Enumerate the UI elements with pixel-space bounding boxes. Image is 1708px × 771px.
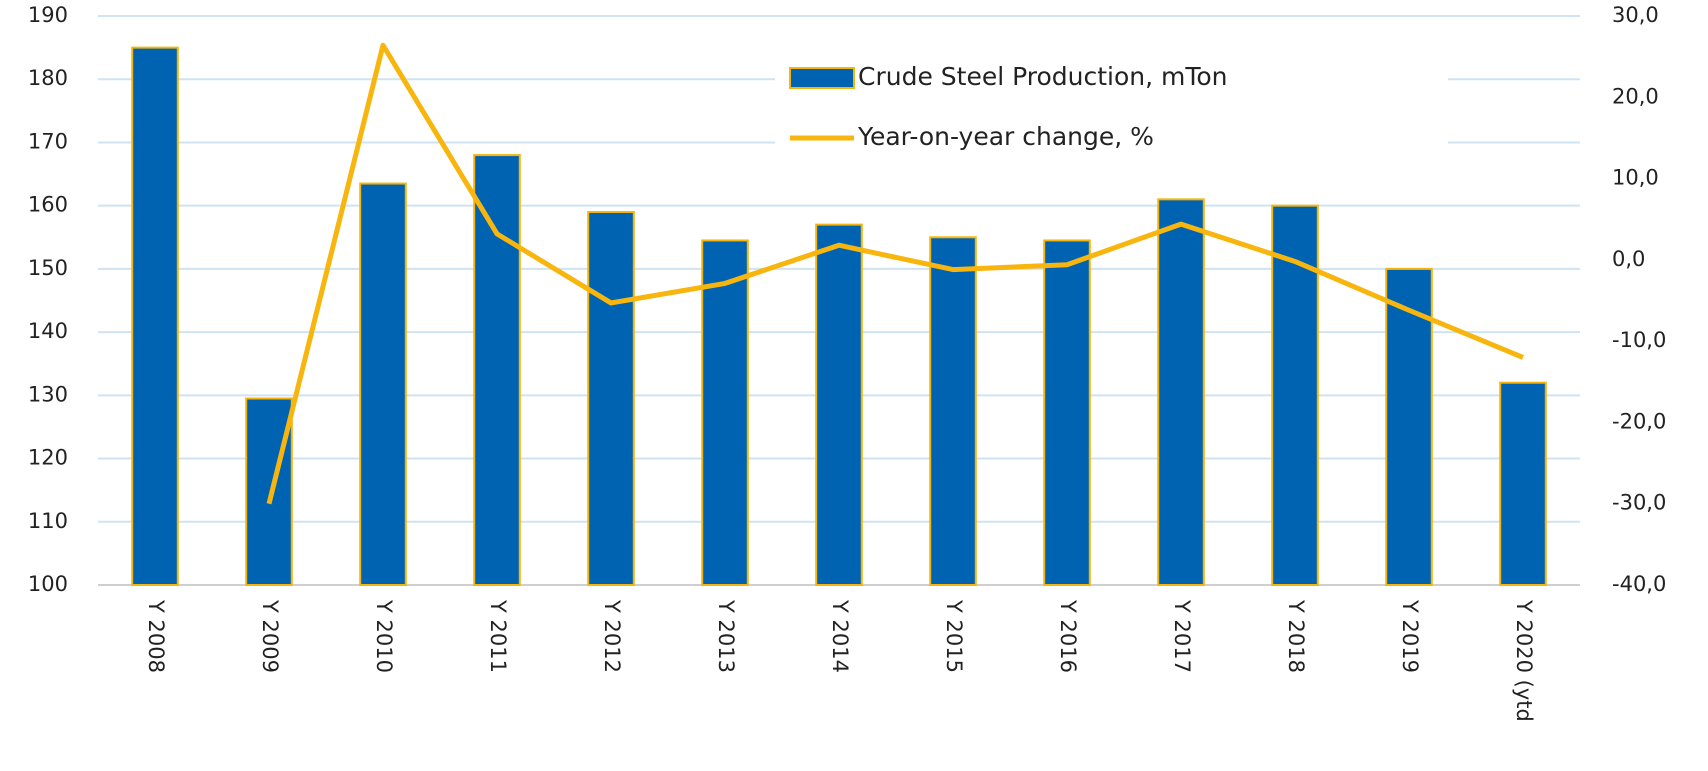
bar	[1157, 198, 1205, 586]
y-tick-label: 140	[28, 319, 68, 343]
x-tick-label: Y 2016	[1056, 599, 1080, 673]
y-tick-label: 190	[28, 3, 68, 27]
bar	[1499, 381, 1547, 587]
x-tick-label: Y 2015	[942, 599, 966, 673]
y-tick-label: 130	[28, 382, 68, 406]
y2-tick-label: -40,0	[1612, 572, 1666, 596]
y-tick-label: 120	[28, 446, 68, 470]
y2-tick-label: 0,0	[1612, 247, 1645, 271]
x-tick-label: Y 2014	[828, 599, 852, 673]
bar	[131, 46, 179, 587]
x-tick-label: Y 2010	[372, 599, 396, 673]
legend-background	[775, 40, 1448, 160]
y2-tick-label: 10,0	[1612, 166, 1659, 190]
y2-tick-label: -10,0	[1612, 328, 1666, 352]
y2-tick-label: -30,0	[1612, 491, 1666, 515]
x-tick-label: Y 2011	[486, 599, 510, 673]
bar	[815, 223, 863, 586]
bar	[587, 210, 635, 586]
y2-tick-label: 20,0	[1612, 84, 1659, 108]
x-tick-label: Y 2013	[714, 599, 738, 673]
bar	[1043, 239, 1091, 586]
y2-tick-label: -20,0	[1612, 409, 1666, 433]
x-tick-label: Y 2017	[1170, 599, 1194, 673]
y-tick-label: 150	[28, 256, 68, 280]
bar	[473, 154, 521, 586]
bar	[1385, 267, 1433, 586]
bar	[359, 182, 407, 587]
x-tick-label: Y 2018	[1284, 599, 1308, 673]
y-tick-label: 110	[28, 509, 68, 533]
y2-tick-label: 30,0	[1612, 3, 1659, 27]
legend-label: Crude Steel Production, mTon	[858, 62, 1228, 91]
y-tick-label: 160	[28, 193, 68, 217]
y-tick-label: 170	[28, 129, 68, 153]
x-tick-label: Y 2008	[144, 599, 168, 673]
x-tick-label: Y 2009	[258, 599, 282, 673]
x-tick-label: Y 2019	[1398, 599, 1422, 673]
x-tick-label: Y 2020 (ytd	[1512, 599, 1536, 722]
legend-label: Year-on-year change, %	[857, 122, 1154, 151]
bar	[929, 236, 977, 586]
x-tick-label: Y 2012	[600, 599, 624, 673]
bar	[245, 397, 293, 586]
bar	[701, 239, 749, 586]
y-tick-label: 180	[28, 66, 68, 90]
y-tick-label: 100	[28, 572, 68, 596]
line	[266, 42, 1524, 505]
legend-swatch	[789, 67, 855, 89]
